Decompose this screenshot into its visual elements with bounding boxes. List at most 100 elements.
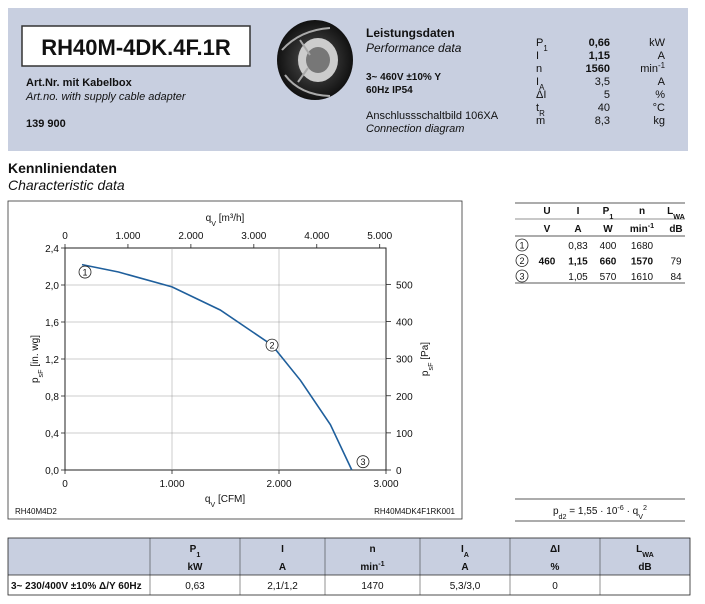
nd-header: n (369, 544, 375, 555)
nd-unit: kW (188, 562, 204, 573)
point-number: 2 (519, 256, 524, 266)
text-part: P (603, 206, 610, 217)
op-cell: 400 (600, 241, 617, 252)
op-header: U (543, 206, 550, 217)
spec-unit: °C (653, 102, 665, 114)
op-unit: A (574, 224, 581, 235)
x-tick-label: 1.000 (159, 479, 184, 490)
x-tick-label: 3.000 (373, 479, 398, 490)
op-cell: 79 (670, 257, 682, 268)
text-part: V (211, 219, 216, 228)
text-part: A (539, 83, 545, 92)
y2-tick-label: 200 (396, 392, 413, 403)
x-axis-title: qV [CFM] (205, 494, 246, 509)
nd-header: LWA (636, 544, 654, 559)
label: Art.Nr. mit Kabelbox (26, 77, 133, 89)
nd-cell: 0 (552, 581, 558, 592)
text-part: min (640, 63, 658, 75)
point-number: 3 (519, 272, 524, 282)
chart-note: RH40M4D2 (15, 507, 57, 516)
point-marker (515, 269, 529, 283)
label: 3~ 460V ±10% Y (366, 72, 441, 83)
op-unit: W (603, 224, 613, 235)
text-part: I (536, 76, 539, 88)
op-cell: 460 (539, 257, 556, 268)
y-tick-label: 2,4 (45, 244, 59, 255)
nd-cell: 1470 (361, 581, 384, 592)
text-part: min (360, 562, 378, 573)
spec-symbol: I (536, 50, 539, 62)
y-tick-label: 1,6 (45, 318, 59, 329)
text-part: 1 (543, 44, 548, 53)
x2-tick-label: 5.000 (367, 231, 392, 242)
op-cell: 1,15 (568, 257, 588, 268)
text-part: V (638, 512, 643, 521)
spec-symbol: ΔI (536, 89, 546, 101)
spec-value: 40 (598, 102, 610, 114)
text-part: q (205, 494, 211, 505)
text-part: = 1,55 · 10 (567, 506, 618, 517)
text-part: L (636, 544, 642, 555)
x2-tick-label: 2.000 (178, 231, 203, 242)
spec-value: 5 (604, 89, 610, 101)
text-part: P (536, 37, 543, 49)
text-part: · q (624, 506, 638, 517)
op-header: LWA (667, 206, 685, 221)
nd-unit: A (279, 562, 286, 573)
op-header: I (577, 206, 580, 217)
text-part: V (210, 500, 215, 509)
op-cell: 0,83 (568, 241, 588, 252)
op-unit: V (544, 224, 551, 235)
op-cell: 1610 (631, 272, 654, 283)
label: Art.no. with supply cable adapter (25, 91, 187, 103)
point-marker (78, 265, 92, 279)
text-part: I (461, 544, 464, 555)
op-cell: 1570 (631, 257, 654, 268)
y2-tick-label: 300 (396, 355, 413, 366)
spec-unit: min-1 (640, 61, 665, 76)
point-number: 2 (270, 341, 275, 351)
spec-symbol: tR (536, 102, 545, 118)
spec-unit: kW (649, 37, 666, 49)
nd-header: IA (461, 544, 469, 559)
nd-unit: A (461, 562, 468, 573)
text-part: L (667, 206, 673, 217)
point-marker (265, 338, 279, 352)
table-frame (7, 537, 691, 596)
text-part: d2 (559, 512, 567, 521)
text-part: [Pa] (420, 342, 431, 363)
text-part: 1 (196, 550, 200, 559)
label: Leistungsdaten (366, 26, 455, 40)
label: Connection diagram (366, 123, 464, 135)
section-title: Kennliniendaten (8, 160, 117, 176)
text-part: 2 (643, 503, 647, 512)
spec-value: 0,66 (589, 37, 610, 49)
op-header: n (639, 206, 645, 217)
point-marker (515, 238, 529, 252)
table-header-bg (8, 538, 690, 575)
op-unit: dB (669, 224, 682, 235)
y2-tick-label: 400 (396, 318, 413, 329)
op-cell: 84 (670, 272, 682, 283)
nd-header: ΔI (550, 544, 560, 555)
text-part: 1 (609, 212, 613, 221)
x-tick-label: 0 (62, 479, 68, 490)
text-part: p (553, 506, 559, 517)
spec-symbol: n (536, 63, 542, 75)
spec-unit: kg (653, 115, 665, 127)
text-part: A (464, 550, 469, 559)
x2-tick-label: 1.000 (115, 231, 140, 242)
y-axis-title: psF [in. wg] (30, 335, 45, 383)
x2-axis-title: qV [m³/h] (206, 213, 245, 228)
point-number: 1 (83, 268, 88, 278)
fan-image (277, 20, 353, 100)
y2-tick-label: 100 (396, 429, 413, 440)
text-part: R (539, 109, 545, 118)
section-subtitle: Characteristic data (8, 177, 125, 193)
text-part: p (30, 377, 41, 383)
op-header: P1 (603, 206, 614, 221)
spec-value: 8,3 (595, 115, 610, 127)
y2-tick-label: 500 (396, 280, 413, 291)
